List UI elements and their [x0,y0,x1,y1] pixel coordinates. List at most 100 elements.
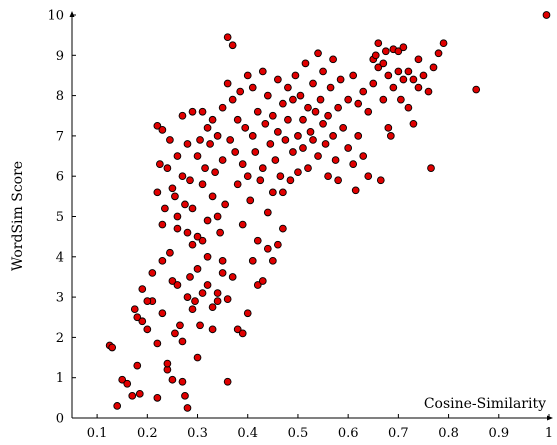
data-point [397,95,405,104]
y-tick-label: 10 [47,9,64,24]
data-point [389,83,398,92]
x-tick-label: 0.1 [87,426,108,441]
data-point [344,95,353,104]
data-point [321,140,330,148]
data-point [201,164,209,172]
x-tick-label: 0.5 [288,426,309,441]
data-point [208,303,217,312]
data-points [105,11,551,412]
data-point [153,339,162,348]
data-point [208,192,217,201]
data-point [394,47,403,56]
data-point [294,168,302,177]
data-point [331,156,340,164]
data-point [156,160,164,168]
data-point [113,402,122,410]
data-point [304,164,312,172]
data-point [208,115,217,124]
data-point [148,269,157,277]
y-ticks: 0 1 2 3 4 5 6 7 8 9 10 [47,9,76,427]
y-tick-label: 4 [56,250,64,265]
data-point [181,391,189,400]
data-point [198,180,207,189]
data-point [284,115,292,124]
data-point [128,391,137,400]
data-point [263,91,272,100]
data-point [188,107,197,116]
data-point [183,404,192,412]
data-point [304,103,312,112]
data-point [223,33,232,42]
data-point [344,144,353,152]
data-point [284,83,292,92]
data-point [334,103,342,112]
x-axis-label: Cosine-Similarity [424,396,546,412]
data-point [186,176,194,185]
data-point [306,128,315,136]
data-point [243,172,252,181]
data-point [223,295,232,303]
data-point [118,375,127,384]
data-point [371,51,380,60]
data-point [263,244,272,253]
y-tick-label: 2 [56,331,64,346]
data-point [404,67,413,76]
data-point [309,136,317,144]
data-point [384,71,393,80]
data-point [336,75,345,84]
data-point [218,103,227,112]
data-point [153,394,162,402]
data-point [183,228,192,237]
data-point [163,359,172,368]
data-point [173,212,182,221]
y-axis-label: WordSim Score [10,161,26,271]
data-point [409,75,418,84]
data-point [381,47,390,56]
data-point [414,83,423,92]
data-point [279,188,287,197]
data-point [334,176,342,185]
data-point [183,293,192,301]
data-point [226,136,235,144]
x-tick-label: 0.6 [338,426,359,441]
data-point [296,91,305,100]
data-point [218,256,227,265]
data-point [369,79,378,88]
y-tick-label: 6 [56,170,64,185]
data-point [168,375,177,384]
data-point [364,107,373,116]
data-point [161,204,169,213]
data-point [427,164,435,172]
x-tick-label: 0.8 [438,426,459,441]
data-point [196,321,204,330]
data-point [218,156,227,164]
data-point [384,123,393,132]
data-point [258,164,267,172]
data-point [248,132,257,140]
data-point [206,140,214,148]
data-point [291,71,300,80]
data-point [133,313,142,322]
data-point [223,79,232,88]
data-point [409,119,418,128]
data-point [271,156,280,164]
y-tick-label: 1 [56,371,64,386]
data-point [286,176,295,185]
data-point [168,184,177,193]
data-point [138,285,147,293]
data-point [414,55,423,64]
y-tick-label: 5 [56,210,64,225]
data-point [173,152,182,160]
data-point [138,317,147,326]
y-tick-label: 0 [56,412,64,427]
data-point [379,95,388,104]
data-point [289,95,297,104]
data-point [143,297,152,305]
data-point [294,132,302,140]
data-point [233,115,242,124]
data-point [171,192,179,201]
data-point [274,75,282,84]
data-point [376,176,385,185]
x-tick-label: 1 [545,426,553,441]
data-point [153,121,162,130]
